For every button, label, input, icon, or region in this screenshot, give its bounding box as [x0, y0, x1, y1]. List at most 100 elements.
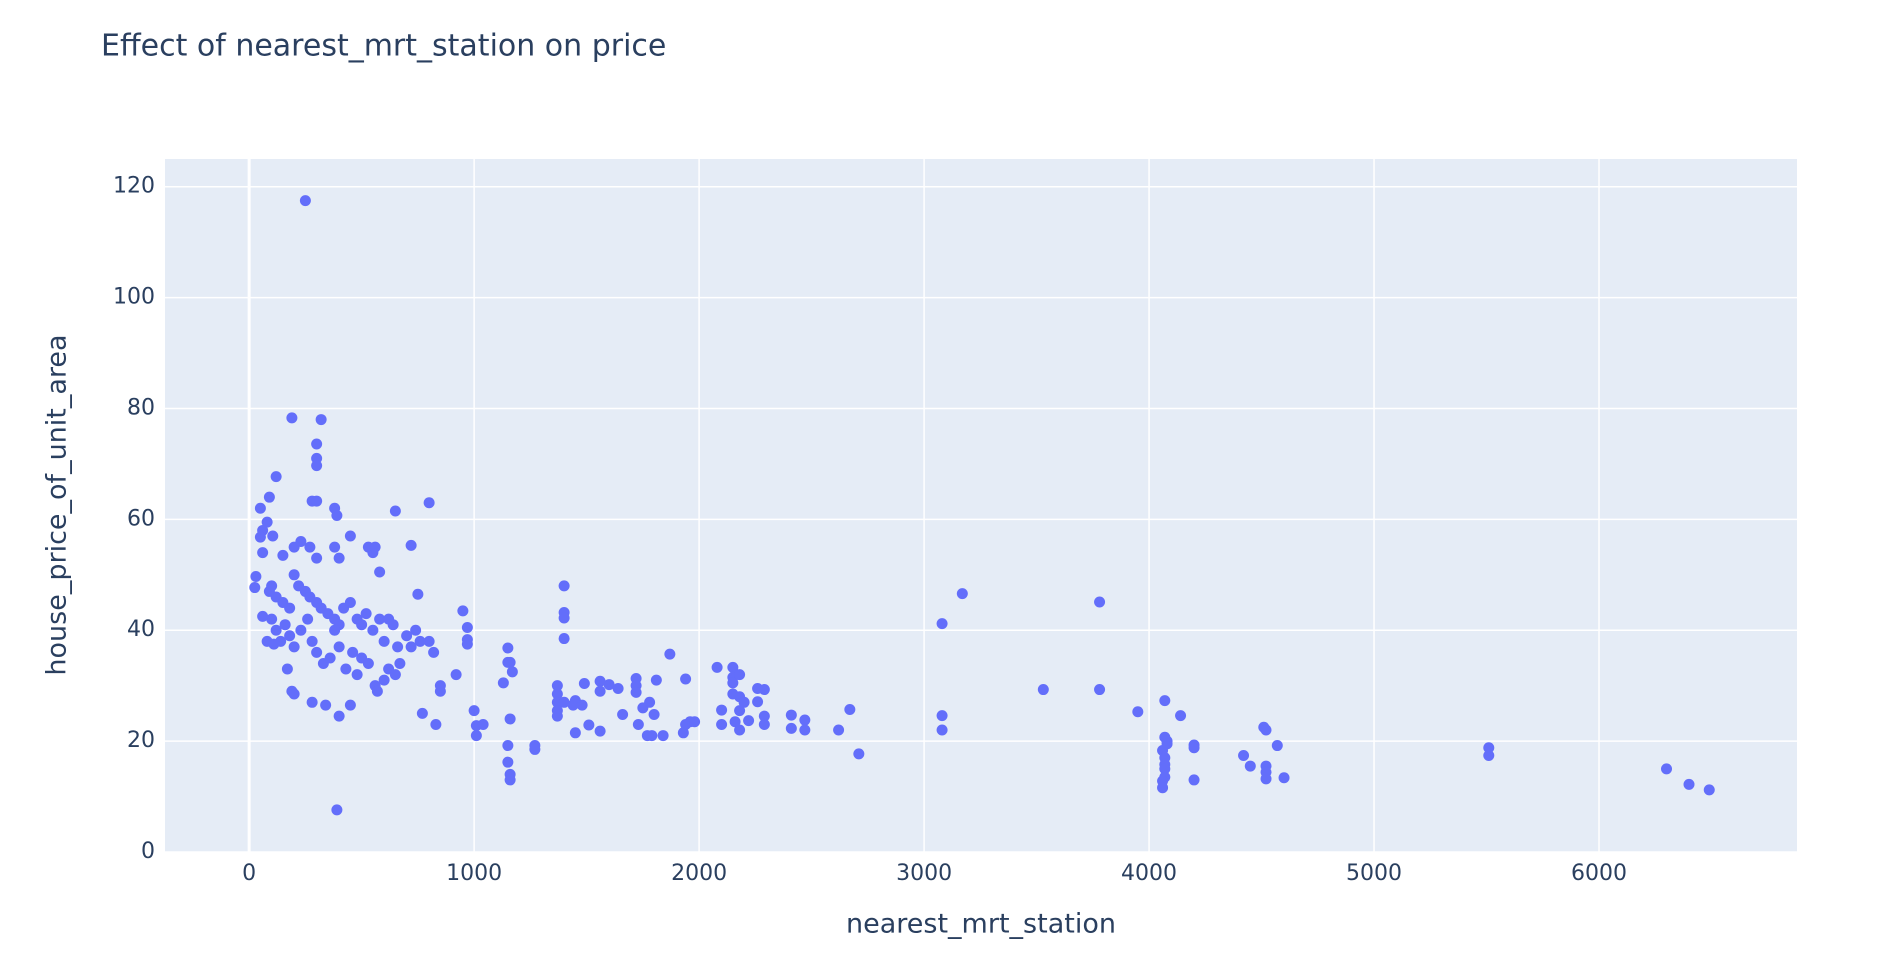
y-tick-label: 60	[127, 506, 155, 531]
point	[644, 696, 656, 708]
point	[428, 646, 440, 658]
point	[270, 624, 282, 636]
point	[1661, 763, 1673, 775]
point	[758, 684, 770, 696]
point	[529, 743, 541, 755]
point	[344, 530, 356, 542]
point	[583, 719, 595, 731]
point	[785, 709, 797, 721]
point	[1159, 695, 1171, 707]
point	[785, 722, 797, 734]
point	[286, 412, 298, 424]
y-tick-label: 20	[127, 728, 155, 753]
point	[306, 635, 318, 647]
point	[263, 491, 275, 503]
point	[295, 624, 307, 636]
point	[1683, 778, 1695, 790]
point	[405, 641, 417, 653]
point	[1271, 740, 1283, 752]
point	[558, 612, 570, 624]
point	[853, 748, 865, 760]
point	[569, 727, 581, 739]
point	[311, 438, 323, 450]
point	[344, 597, 356, 609]
point	[344, 699, 356, 711]
point	[504, 656, 516, 668]
point	[423, 635, 435, 647]
x-tick-label: 1000	[446, 861, 502, 886]
point	[311, 552, 323, 564]
point	[1238, 750, 1250, 762]
point	[677, 727, 689, 739]
point	[711, 661, 723, 673]
plot-area	[165, 159, 1797, 852]
point	[288, 641, 300, 653]
point	[612, 682, 624, 694]
point	[833, 724, 845, 736]
point	[362, 658, 374, 670]
point	[295, 536, 307, 548]
point	[1094, 596, 1106, 608]
point	[299, 195, 311, 207]
point	[716, 718, 728, 730]
point	[281, 663, 293, 675]
point	[1244, 760, 1256, 772]
point	[378, 635, 390, 647]
point	[497, 677, 509, 689]
point	[470, 730, 482, 742]
point	[502, 740, 514, 752]
point	[450, 669, 462, 681]
point	[630, 686, 642, 698]
point	[1094, 684, 1106, 696]
point	[347, 646, 359, 658]
point	[333, 710, 345, 722]
point	[743, 715, 755, 727]
point	[594, 725, 606, 737]
point	[461, 638, 473, 650]
point	[956, 588, 968, 600]
x-tick-label: 5000	[1346, 861, 1402, 886]
point	[257, 547, 269, 559]
point	[1159, 763, 1171, 775]
point	[758, 718, 770, 730]
point	[1278, 772, 1290, 784]
point	[936, 618, 948, 630]
point	[558, 633, 570, 645]
point	[689, 716, 701, 728]
point	[1188, 774, 1200, 786]
chart-title: Effect of nearest_mrt_station on price	[101, 29, 666, 64]
x-axis-title: nearest_mrt_station	[846, 909, 1116, 940]
point	[558, 696, 570, 708]
x-tick-label: 3000	[896, 861, 952, 886]
point	[257, 610, 269, 622]
point	[502, 642, 514, 654]
point	[729, 716, 741, 728]
point	[752, 696, 764, 708]
point	[266, 613, 278, 625]
point	[356, 619, 368, 631]
point	[1260, 773, 1272, 785]
point	[594, 685, 606, 697]
point	[734, 705, 746, 717]
point	[680, 673, 692, 685]
point	[461, 621, 473, 633]
point	[716, 704, 728, 716]
point	[551, 688, 563, 700]
point	[416, 707, 428, 719]
point	[306, 696, 318, 708]
point	[423, 497, 435, 509]
point	[468, 705, 480, 717]
point	[267, 530, 279, 542]
point	[504, 713, 516, 725]
point	[734, 724, 746, 736]
point	[1188, 742, 1200, 754]
point	[1157, 782, 1169, 794]
point	[1161, 738, 1173, 750]
point	[340, 663, 352, 675]
point	[254, 502, 266, 514]
point	[477, 718, 489, 730]
point	[311, 460, 323, 472]
point	[329, 624, 341, 636]
point	[734, 669, 746, 681]
point	[324, 652, 336, 664]
